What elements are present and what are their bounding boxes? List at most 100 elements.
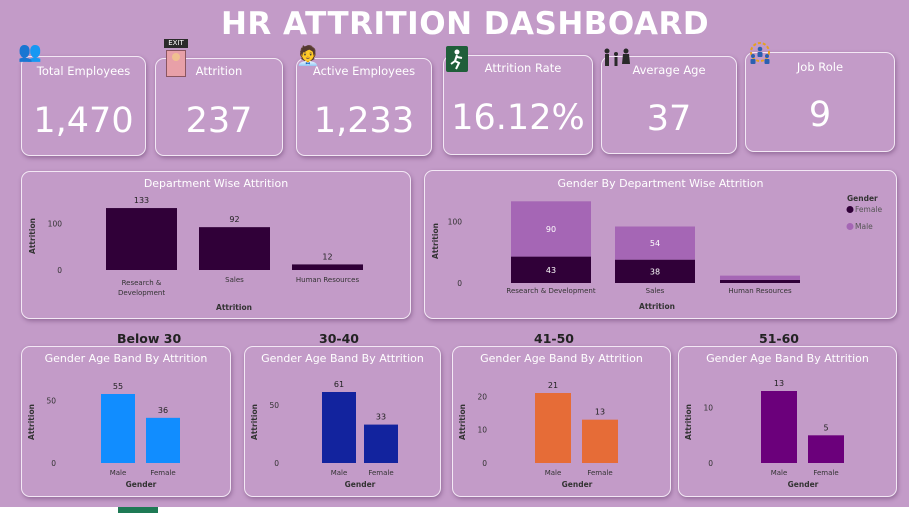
data-label: 92: [229, 215, 239, 224]
y-tick-label: 100: [448, 218, 463, 227]
kpi-value: 237: [185, 101, 253, 141]
y-axis-label: Attrition: [27, 404, 36, 440]
chart-title: Gender Age Band By Attrition: [706, 352, 869, 365]
age-band-chart-card-30-40[interactable]: Gender Age Band By Attrition 0 50 Attritio…: [244, 346, 441, 497]
x-tick-label: Male: [331, 469, 348, 477]
y-axis-label: Attrition: [250, 404, 259, 440]
data-label: 13: [774, 379, 784, 388]
kpi-card-active-employees[interactable]: Active Employees 1,233: [296, 58, 432, 156]
kpi-label: Total Employees: [36, 64, 131, 78]
gender-department-attrition-chart: 0 100 Attrition 43 90 Research & Development 3…: [431, 194, 883, 311]
legend-marker: [846, 223, 854, 230]
legend-label: Male: [855, 222, 873, 231]
chart-title: Department Wise Attrition: [143, 177, 289, 190]
data-label: 5: [823, 423, 828, 432]
age-band-chart-card-51-60[interactable]: Gender Age Band By Attrition 0 10 Attritio…: [678, 346, 897, 497]
y-tick-label: 0: [274, 459, 279, 468]
team-network-icon: [746, 42, 774, 66]
kpi-value: 9: [808, 95, 832, 135]
page-tab[interactable]: [118, 507, 158, 513]
x-axis-label: Attrition: [216, 303, 252, 312]
x-tick-label: Female: [368, 469, 393, 477]
y-tick-label: 10: [477, 426, 487, 435]
bar: [101, 394, 135, 463]
y-axis-label: Attrition: [431, 223, 440, 259]
kpi-label: Average Age: [632, 63, 706, 77]
bar: [106, 208, 177, 270]
age-band-chart-below-30: 0 50 Attrition 55 Male 36 Female Gender: [27, 382, 180, 489]
y-axis-label: Attrition: [28, 218, 37, 254]
x-axis-label: Gender: [788, 480, 819, 489]
x-tick-label: Human Resources: [296, 276, 360, 284]
kpi-card-job-role[interactable]: Job Role 9: [745, 52, 895, 152]
y-tick-label: 10: [703, 404, 713, 413]
y-tick-label: 0: [708, 459, 713, 468]
data-label: 36: [158, 406, 168, 415]
x-tick-label: Female: [587, 469, 612, 477]
age-band-chart-41-50: 0 10 20 Attrition 21 Male 13 Female Gender: [458, 381, 618, 489]
kpi-value: 1,470: [33, 101, 134, 141]
age-band-title-below-30: Below 30: [117, 331, 182, 346]
age-band-title-51-60: 51-60: [759, 331, 799, 346]
bar: [199, 227, 270, 270]
y-axis-label: Attrition: [684, 404, 693, 440]
bottom-strip: [0, 507, 909, 513]
legend-marker: [846, 206, 854, 213]
data-label: 54: [650, 239, 660, 248]
x-tick-label: Male: [110, 469, 127, 477]
family-age-icon: [602, 47, 632, 71]
kpi-label: Attrition Rate: [484, 61, 562, 75]
x-tick-label: Sales: [225, 276, 244, 284]
kpi-value: 37: [646, 99, 692, 139]
age-band-chart-30-40: 0 50 Attrition 61 Male 33 Female Gender: [250, 380, 398, 489]
legend-label: Female: [855, 205, 883, 214]
chart-title: Gender Age Band By Attrition: [480, 352, 643, 365]
bar-segment: [615, 259, 695, 283]
x-tick-label: Male: [771, 469, 788, 477]
bar: [146, 417, 180, 463]
data-label: 61: [334, 380, 344, 389]
chart-title: Gender By Department Wise Attrition: [557, 177, 764, 190]
chart-title: Gender Age Band By Attrition: [261, 352, 424, 365]
x-axis-label: Attrition: [639, 302, 675, 311]
kpi-label: Job Role: [796, 60, 844, 74]
data-label: 13: [595, 408, 605, 417]
bar: [535, 393, 571, 463]
people-group-icon: 👥: [18, 41, 42, 63]
bar-segment: [720, 275, 800, 280]
dashboard-title: HR ATTRITION DASHBOARD: [220, 6, 710, 42]
y-tick-label: 0: [482, 459, 487, 468]
bar: [761, 391, 797, 463]
chart-title: Gender Age Band By Attrition: [44, 352, 208, 365]
kpi-label: Attrition: [195, 64, 243, 78]
bar-segment: [720, 279, 800, 283]
bar: [364, 424, 398, 463]
bar-segment: [511, 201, 591, 257]
x-axis-label: Gender: [126, 480, 157, 489]
department-attrition-card[interactable]: Department Wise Attrition 0 100 Attrition 1…: [21, 171, 411, 319]
kpi-label: Active Employees: [312, 64, 416, 78]
data-label: 21: [548, 381, 558, 390]
y-tick-label: 0: [57, 266, 62, 275]
legend-title: Gender: [847, 194, 878, 203]
exit-running-icon: [446, 46, 468, 72]
y-tick-label: 0: [51, 459, 56, 468]
kpi-card-average-age[interactable]: Average Age 37: [601, 56, 737, 154]
kpi-card-total-employees[interactable]: Total Employees 1,470: [21, 56, 146, 156]
kpi-card-attrition-rate[interactable]: Attrition Rate 16.12%: [443, 55, 593, 155]
bar: [292, 264, 363, 270]
data-label: 55: [113, 382, 123, 391]
x-tick-label: Research &: [122, 279, 162, 287]
data-label: 12: [322, 252, 332, 261]
data-label: 90: [546, 225, 556, 234]
data-label: 33: [376, 413, 386, 422]
x-axis-label: Gender: [562, 480, 593, 489]
x-tick-label: Human Resources: [728, 287, 792, 295]
kpi-value: 16.12%: [451, 98, 585, 138]
data-label: 43: [546, 266, 556, 275]
x-tick-label: Female: [150, 469, 175, 477]
gender-department-attrition-card[interactable]: Gender By Department Wise Attrition 0 100…: [424, 170, 897, 319]
age-band-chart-card-below-30[interactable]: Gender Age Band By Attrition 0 50 Attritio…: [21, 346, 231, 497]
y-tick-label: 50: [46, 396, 56, 405]
age-band-chart-card-41-50[interactable]: Gender Age Band By Attrition 0 10 20 Attrit…: [452, 346, 671, 497]
